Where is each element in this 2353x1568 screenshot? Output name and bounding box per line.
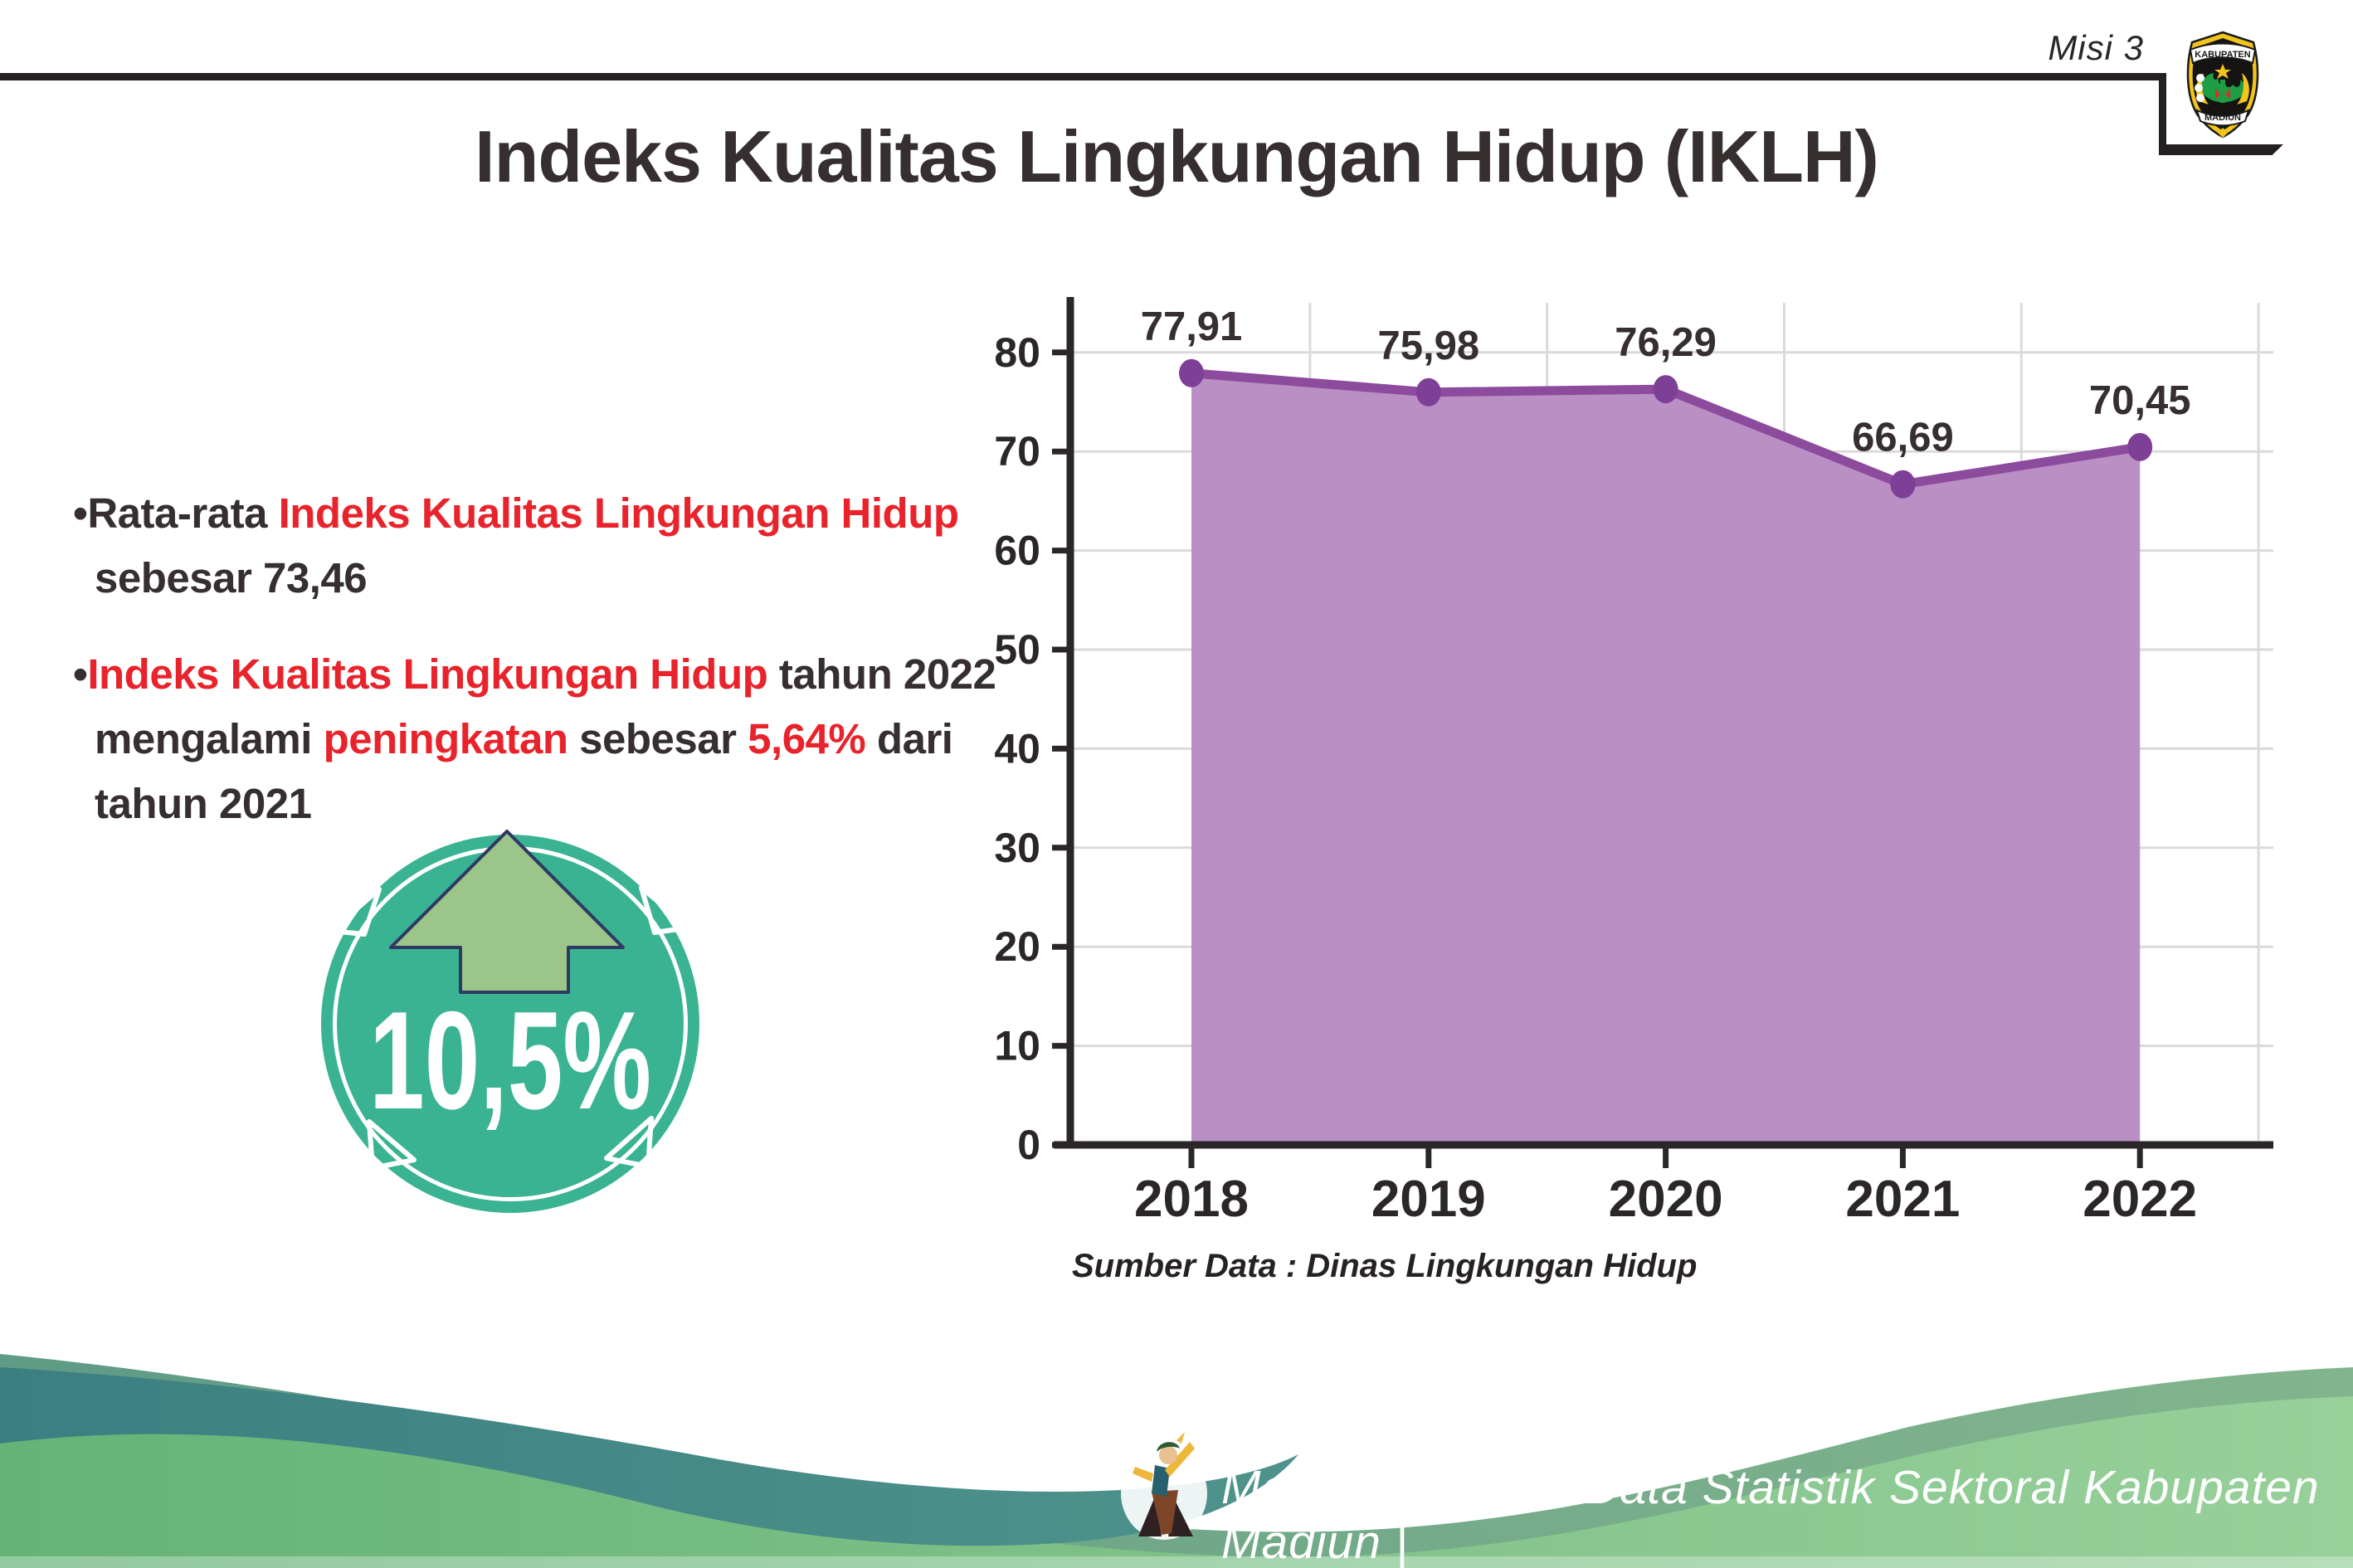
data-point-marker: [1179, 358, 1204, 387]
x-tick-label: 2019: [1371, 1171, 1486, 1228]
text-segment: sebesar 73,46: [95, 554, 368, 601]
y-tick-label: 80: [994, 329, 1040, 376]
chart-source-note: Sumber Data : Dinas Lingkungan Hidup: [1072, 1248, 1698, 1284]
badge-triangle-accents: [329, 885, 692, 1171]
bullet-paragraph: •Indeks Kualitas Lingkungan Hidup tahun …: [73, 642, 1002, 836]
y-tick-label: 30: [994, 825, 1040, 871]
up-arrow-icon: [389, 830, 625, 994]
text-segment: Indeks Kualitas Lingkungan Hidup: [87, 650, 768, 698]
bullet-line: •Rata-rata Indeks Kualitas Lingkungan Hi…: [73, 481, 1002, 546]
y-tick-label: 60: [994, 528, 1040, 574]
data-label: 76,29: [1615, 320, 1717, 365]
text-segment: tahun 2022: [767, 650, 996, 698]
header-corner-line-vertical: [2159, 73, 2166, 152]
data-point-marker: [1415, 377, 1441, 407]
badge-value-svg: 10,5%: [369, 982, 651, 1138]
text-segment: tahun 2021: [95, 780, 312, 827]
text-segment: •Rata-rata: [73, 489, 279, 537]
page-title: Indeks Kualitas Lingkungan Hidup (IKLH): [475, 115, 1879, 197]
x-tick-label: 2020: [1609, 1171, 1723, 1228]
logo-bottom-text: MADIUN: [2204, 113, 2241, 123]
area-fill: [1191, 373, 2141, 1142]
text-segment: 5,64%: [748, 715, 866, 762]
wave-dark-teal: [0, 1367, 1298, 1546]
key-findings-list: •Rata-rata Indeks Kualitas Lingkungan Hi…: [73, 481, 1002, 868]
wave-light-green: [0, 1359, 2353, 1568]
wave-bottom-strip: [0, 1556, 2353, 1568]
bullet-line: •Indeks Kualitas Lingkungan Hidup tahun …: [73, 642, 1002, 707]
text-segment: peningkatan: [323, 715, 568, 762]
data-point-marker: [1653, 375, 1678, 404]
y-tick-label: 50: [994, 626, 1040, 673]
x-tick-label: 2018: [1134, 1171, 1249, 1228]
data-point-marker: [2127, 432, 2153, 461]
y-tick-label: 20: [994, 923, 1040, 970]
data-label: 75,98: [1377, 324, 1479, 368]
wave-sage-band: [0, 1354, 2353, 1557]
y-tick-label: 40: [994, 725, 1040, 772]
data-label: 77,91: [1141, 304, 1243, 349]
data-label: 70,45: [2089, 378, 2191, 423]
text-segment: mengalami: [95, 715, 324, 762]
y-tick-label: 10: [994, 1023, 1040, 1069]
header-corner-line-horizontal: [2159, 144, 2283, 155]
badge-value: 10,5%: [369, 982, 651, 1138]
footer-wave-decoration: [0, 1354, 2353, 1568]
x-tick-label: 2022: [2083, 1171, 2197, 1228]
text-segment: sebesar: [568, 715, 748, 762]
bullet-paragraph: •Rata-rata Indeks Kualitas Lingkungan Hi…: [73, 481, 1002, 611]
increase-badge: 10,5%: [321, 830, 699, 1213]
mission-label: Misi 3: [2048, 28, 2144, 67]
x-tick-label: 2021: [1845, 1171, 1960, 1228]
text-segment: Indeks Kualitas Lingkungan Hidup: [278, 489, 959, 537]
bullet-line: mengalami peningkatan sebesar 5,64% dari: [73, 707, 1002, 772]
footer-credit-text: Media Infografis Data Statistik Sektoral…: [1221, 1461, 2320, 1568]
logo-top-text: KABUPATEN: [2195, 50, 2250, 60]
kabupaten-madiun-logo-icon: KABUPATEN MADIUN: [2186, 31, 2259, 139]
bullet-line: tahun 2021: [73, 772, 1002, 836]
y-tick-label: 70: [994, 428, 1040, 475]
data-point-marker: [1890, 470, 1916, 499]
bullet-line: sebesar 73,46: [73, 546, 1002, 611]
text-segment: dari: [865, 715, 953, 762]
y-tick-label: 0: [1017, 1122, 1040, 1168]
text-segment: •: [73, 650, 88, 698]
footer-mascot-icon: [1121, 1432, 1207, 1540]
data-label: 66,69: [1852, 416, 1954, 460]
top-divider-line: [0, 73, 2163, 80]
